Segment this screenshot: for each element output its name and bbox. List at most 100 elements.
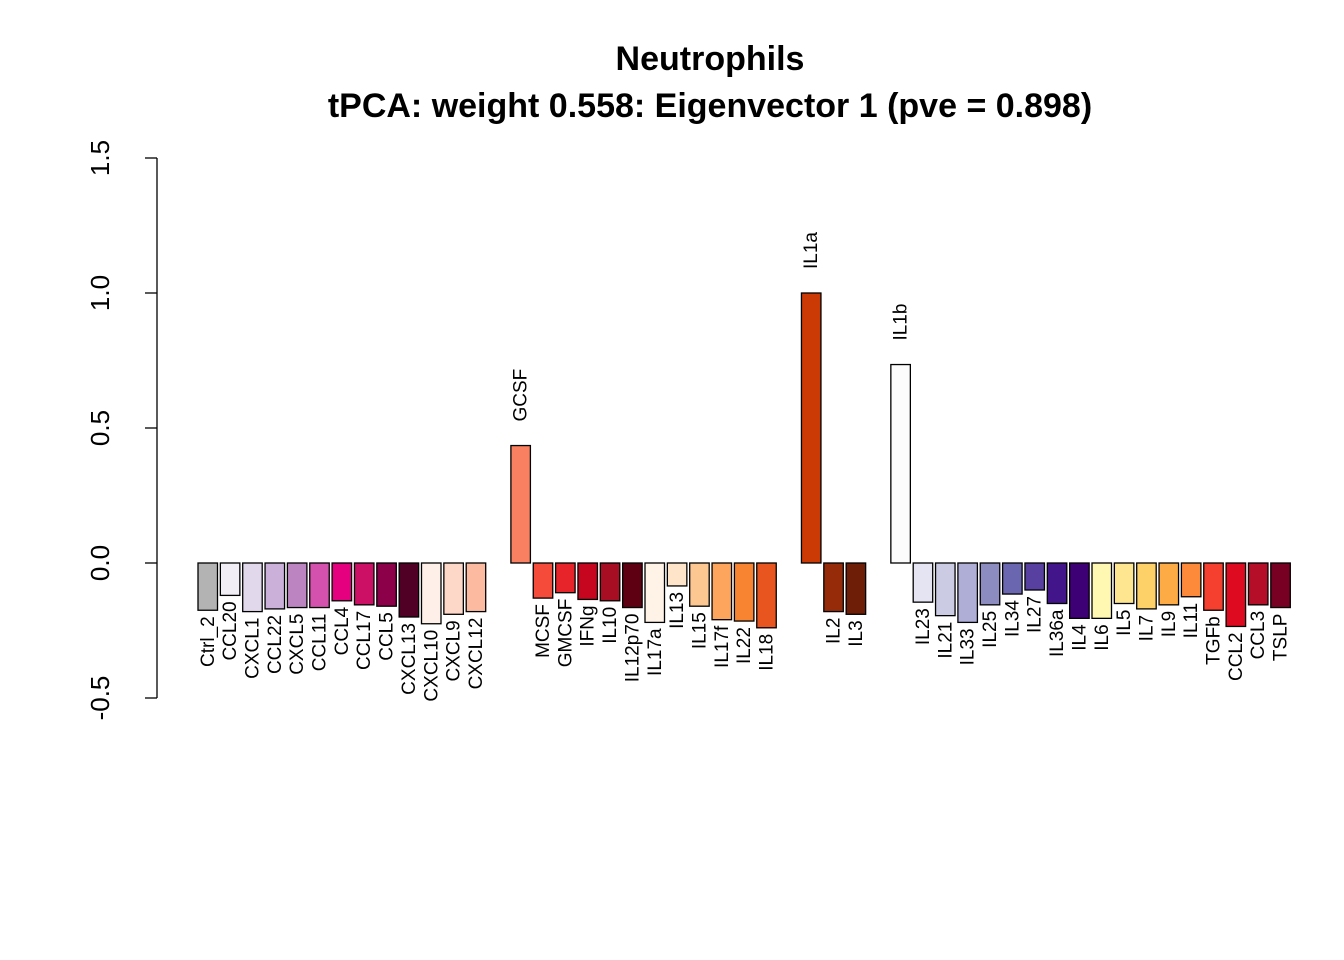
bar-il34 [1001, 562, 1023, 595]
category-label-tgfb: TGFb [1204, 616, 1225, 665]
category-label-ifng: IFNg [578, 605, 599, 646]
category-label-ccl11: CCL11 [310, 614, 331, 672]
bar-il13 [666, 562, 688, 587]
bar-cxcl1 [242, 562, 263, 613]
bar-ccl2 [1225, 562, 1247, 628]
category-label-il13: IL13 [667, 592, 688, 629]
bar-cxcl9 [443, 562, 465, 615]
bar-ccl20 [219, 562, 241, 597]
bar-il33 [957, 562, 979, 624]
category-label-il17a: IL17a [645, 628, 666, 676]
category-label-tslp: TSLP [1271, 614, 1292, 662]
category-label-il12p70: IL12p70 [622, 614, 643, 683]
bar-cxcl12 [465, 562, 487, 613]
category-label-ccl2: CCL2 [1226, 632, 1247, 681]
bar-il21 [934, 562, 956, 617]
category-label-ccl3: CCL3 [1248, 611, 1269, 660]
bar-il1b [890, 363, 911, 564]
category-label-il6: IL6 [1092, 624, 1113, 650]
category-label-ccl22: CCL22 [265, 615, 286, 674]
bar-il6 [1091, 562, 1113, 619]
chart-subtitle: tPCA: weight 0.558: Eigenvector 1 (pve =… [328, 87, 1092, 125]
bar-il12p70 [622, 562, 643, 609]
bar-labels: Ctrl_2 CCL20 CXCL1 CCL22 CXCL5 CCL11 CCL4 CCL17… [198, 232, 1292, 702]
bar-top-label-gcsf: GCSF [511, 369, 532, 422]
category-label-il27: IL27 [1025, 596, 1046, 633]
category-label-il17f: IL17f [712, 625, 733, 668]
bar-il4 [1069, 562, 1090, 619]
category-label-il15: IL15 [689, 612, 710, 649]
category-label-il23: IL23 [913, 608, 934, 645]
bar-cxcl10 [420, 562, 442, 625]
category-label-il34: IL34 [1002, 600, 1023, 637]
bar-il18 [756, 562, 777, 629]
bar-il2 [823, 562, 844, 613]
chart-title: Neutrophils [616, 40, 805, 78]
category-label-il36a: IL36a [1047, 609, 1068, 657]
category-label-cxcl1: CXCL1 [242, 618, 263, 679]
bar-tslp [1270, 562, 1291, 609]
bar-ctrl-2 [197, 562, 219, 611]
category-label-il25: IL25 [980, 611, 1001, 648]
category-label-il33: IL33 [958, 628, 979, 665]
bar-cxcl13 [398, 562, 420, 618]
category-label-cxcl5: CXCL5 [287, 614, 308, 675]
bar-il17a [644, 562, 666, 624]
category-label-ccl20: CCL20 [220, 601, 241, 660]
category-label-il9: IL9 [1159, 611, 1180, 637]
y-tick-label: 1.5 [85, 140, 115, 176]
bars [197, 292, 1291, 629]
bar-il15 [689, 562, 710, 607]
category-label-mcsf: MCSF [533, 604, 554, 658]
category-label-il11: IL11 [1181, 603, 1202, 639]
bar-top-label-il1a: IL1a [801, 232, 822, 269]
bar-il22 [733, 562, 755, 622]
category-label-il2: IL2 [824, 618, 845, 644]
bar-ccl3 [1247, 562, 1269, 606]
bar-ccl22 [264, 562, 286, 610]
category-label-il3: IL3 [846, 620, 867, 646]
bar-ccl5 [376, 562, 397, 607]
bar-mcsf [532, 562, 554, 599]
bar-il27 [1024, 562, 1046, 591]
category-label-ccl5: CCL5 [377, 612, 398, 661]
bar-tgfb [1203, 562, 1224, 611]
category-label-il21: IL21 [935, 622, 956, 659]
category-label-ccl4: CCL4 [332, 606, 353, 655]
bar-il1a [800, 292, 822, 564]
bar-gmcsf [554, 562, 576, 594]
category-label-il5: IL5 [1114, 610, 1135, 636]
category-label-gmcsf: GMCSF [555, 599, 576, 668]
bar-top-label-il1b: IL1b [891, 304, 912, 341]
category-label-il10: IL10 [600, 607, 621, 644]
y-axis-ticks: -0.5 0.0 0.5 1.0 1.5 [85, 140, 157, 720]
bar-il17f [711, 562, 733, 621]
bar-ccl17 [353, 562, 375, 606]
y-tick-label: 0.5 [85, 410, 115, 446]
category-label-cxcl9: CXCL9 [444, 620, 465, 681]
category-label-il4: IL4 [1069, 624, 1090, 651]
bar-il3 [845, 562, 867, 615]
category-label-il18: IL18 [757, 634, 778, 671]
category-label-il7: IL7 [1136, 615, 1157, 641]
category-label-ccl17: CCL17 [354, 611, 375, 670]
category-label-cxcl13: CXCL13 [399, 623, 420, 695]
category-label-il22: IL22 [734, 627, 755, 664]
category-label-cxcl12: CXCL12 [466, 618, 487, 690]
bar-il10 [599, 562, 621, 602]
category-label-ctrl-2: Ctrl_2 [198, 616, 219, 667]
y-tick-label: -0.5 [85, 676, 115, 721]
bar-il25 [979, 562, 1001, 606]
category-label-cxcl10: CXCL10 [421, 630, 442, 702]
bar-il11 [1180, 562, 1202, 598]
y-tick-label: 0.0 [85, 545, 115, 581]
bar-il23 [912, 562, 934, 603]
y-tick-label: 1.0 [85, 275, 115, 311]
bar-gcsf [510, 444, 532, 564]
bar-ccl11 [309, 562, 330, 609]
bar-il9 [1158, 562, 1180, 606]
bar-il5 [1113, 562, 1135, 605]
bar-cxcl5 [286, 562, 308, 609]
bar-ccl4 [331, 562, 353, 602]
